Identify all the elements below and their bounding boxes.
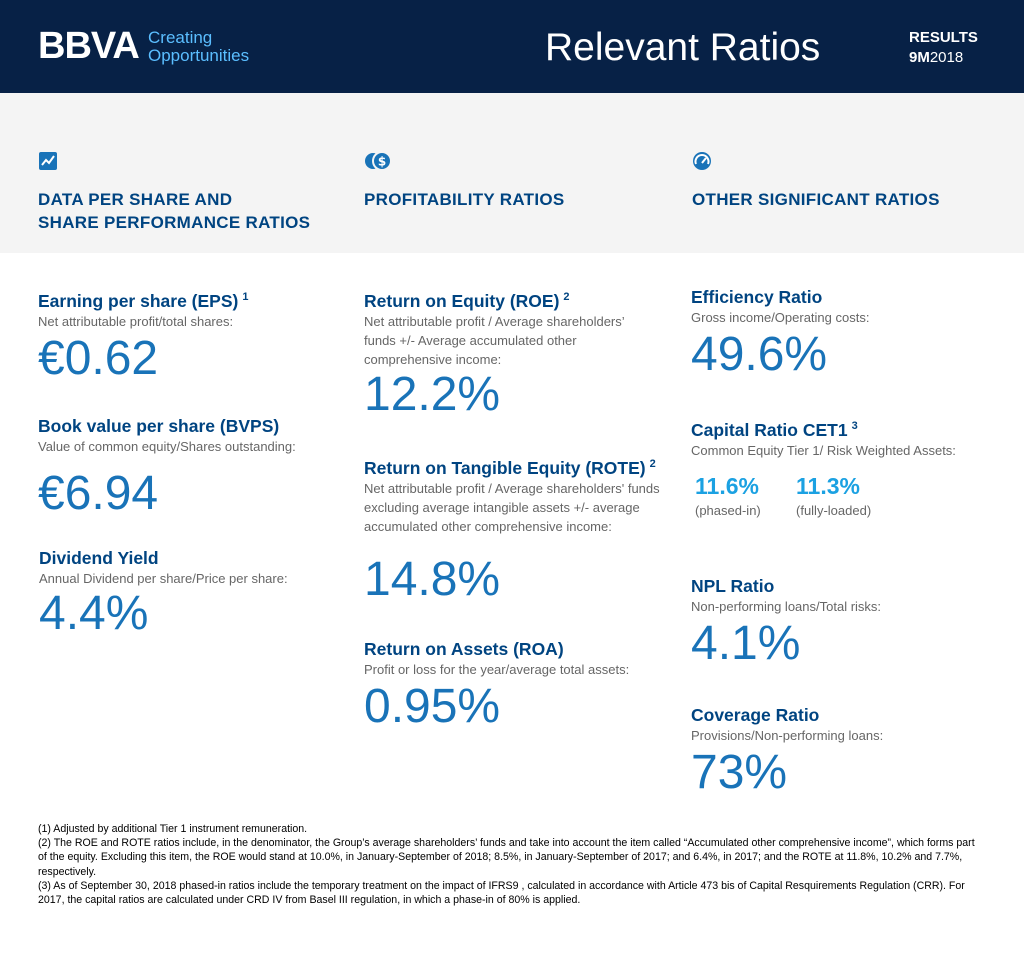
- footnote-3: (3) As of September 30, 2018 phased-in r…: [38, 879, 965, 907]
- metric-title-text: Return on Equity (ROE): [364, 291, 560, 311]
- svg-text:$: $: [378, 155, 386, 169]
- metric-title: Return on Assets (ROA): [364, 639, 564, 659]
- section-title-profit: PROFITABILITY RATIOS: [364, 190, 565, 209]
- metric-title: NPL Ratio: [691, 576, 775, 596]
- cet1-fully-label: (fully-loaded): [796, 503, 872, 518]
- section-header-band: [0, 93, 1024, 253]
- footnote-ref: 3: [851, 420, 858, 432]
- metric-value: 73%: [691, 746, 788, 799]
- footnote-ref: 1: [242, 291, 249, 303]
- metric-description: Profit or loss for the year/average tota…: [364, 662, 630, 677]
- metric-rote: Return on Tangible Equity (ROTE) 2 Net at…: [364, 453, 684, 606]
- section-title-share-line1: DATA PER SHARE AND: [38, 190, 233, 209]
- metric-description: Net attributable profit / Average shareh…: [364, 314, 625, 329]
- metric-description: Non-performing loans/Total risks:: [691, 599, 882, 614]
- chart-line-icon: [39, 152, 57, 170]
- metric-title-text: Earning per share (EPS): [38, 291, 239, 311]
- metric-title: Book value per share (BVPS): [38, 416, 280, 436]
- gauge-icon: [693, 152, 711, 170]
- metric-description: Net attributable profit / Average shareh…: [364, 481, 660, 496]
- metric-value: 12.2%: [364, 368, 501, 421]
- period-year: 2018: [929, 49, 964, 66]
- metric-npl: NPL Ratio Non-performing loans/Total ris…: [691, 575, 991, 670]
- metric-coverage: Coverage Ratio Provisions/Non-performing…: [691, 704, 991, 799]
- results-label: RESULTS: [909, 29, 978, 46]
- period-label: 9M2018: [909, 49, 963, 67]
- metric-title: Capital Ratio CET1 3: [691, 415, 991, 441]
- footnote-2: (2) The ROE and ROTE ratios include, in …: [38, 837, 975, 878]
- metric-description: Gross income/Operating costs:: [691, 310, 870, 325]
- metric-bvps: Book value per share (BVPS) Value of com…: [38, 415, 338, 520]
- metric-title: Return on Equity (ROE) 2: [364, 286, 684, 312]
- coins-dollar-icon: $: [365, 151, 392, 171]
- metric-value: €6.94: [38, 467, 159, 520]
- metric-value: 4.1%: [691, 617, 801, 670]
- metric-description: comprehensive income:: [364, 352, 502, 367]
- metric-roa: Return on Assets (ROA) Profit or loss fo…: [364, 638, 684, 733]
- tagline-line1: Creating: [148, 28, 213, 47]
- metric-dividend-yield: Dividend Yield Annual Dividend per share…: [39, 547, 339, 640]
- metric-eps: Earning per share (EPS) 1 Net attributabl…: [38, 286, 338, 385]
- metric-value: 4.4%: [39, 587, 149, 640]
- tagline-line2: Opportunities: [148, 46, 250, 65]
- metric-title: Dividend Yield: [39, 548, 159, 568]
- metric-title-text: Return on Tangible Equity (ROTE): [364, 458, 646, 478]
- cet1-phased-value: 11.6%: [695, 473, 759, 499]
- footnote-ref: 2: [563, 291, 570, 303]
- metric-title: Return on Tangible Equity (ROTE) 2: [364, 453, 684, 479]
- page-title: Relevant Ratios: [545, 26, 821, 69]
- footnote-ref: 2: [649, 458, 656, 470]
- metric-value: 0.95%: [364, 680, 501, 733]
- metric-description: funds +/- Average accumulated other: [364, 333, 577, 348]
- metric-description: Net attributable profit/total shares:: [38, 314, 234, 329]
- metric-cet1: Capital Ratio CET1 3 Common Equity Tier 1…: [691, 415, 991, 460]
- section-title-share: DATA PER SHARE AND SHARE PERFORMANCE RAT…: [38, 188, 310, 234]
- section-title-share-line2: SHARE PERFORMANCE RATIOS: [38, 213, 311, 232]
- metric-value: 14.8%: [364, 553, 501, 606]
- metric-value: 49.6%: [691, 328, 828, 381]
- tagline: Creating Opportunities: [148, 29, 249, 65]
- cet1-phased-label: (phased-in): [695, 503, 761, 518]
- section-title-other: OTHER SIGNIFICANT RATIOS: [692, 190, 940, 209]
- header-bar: [0, 0, 1024, 93]
- metric-description: excluding average intangible assets +/- …: [364, 500, 640, 515]
- metric-roe: Return on Equity (ROE) 2 Net attributable…: [364, 286, 684, 421]
- period-bold: 9M: [909, 49, 930, 66]
- footnotes: (1) Adjusted by additional Tier 1 instru…: [38, 822, 978, 907]
- bbva-logo: BBVA: [38, 25, 140, 67]
- metric-description: Value of common equity/Shares outstandin…: [38, 439, 296, 454]
- cet1-fully-value: 11.3%: [796, 473, 860, 499]
- cet1-fully: 11.3% (fully-loaded): [796, 473, 896, 519]
- metric-description: Common Equity Tier 1/ Risk Weighted Asse…: [691, 443, 956, 458]
- metric-description: accumulated other comprehensive income:: [364, 519, 612, 534]
- metric-efficiency: Efficiency Ratio Gross income/Operating …: [691, 286, 991, 381]
- metric-description: Provisions/Non-performing loans:: [691, 728, 884, 743]
- metric-title-text: Capital Ratio CET1: [691, 420, 848, 440]
- metric-description: Annual Dividend per share/Price per shar…: [39, 571, 288, 586]
- metric-value: €0.62: [38, 332, 159, 385]
- metric-title: Efficiency Ratio: [691, 287, 823, 307]
- cet1-phased: 11.6% (phased-in): [695, 473, 785, 519]
- metric-title: Earning per share (EPS) 1: [38, 286, 338, 312]
- metric-title: Coverage Ratio: [691, 705, 820, 725]
- footnote-1: (1) Adjusted by additional Tier 1 instru…: [38, 823, 308, 835]
